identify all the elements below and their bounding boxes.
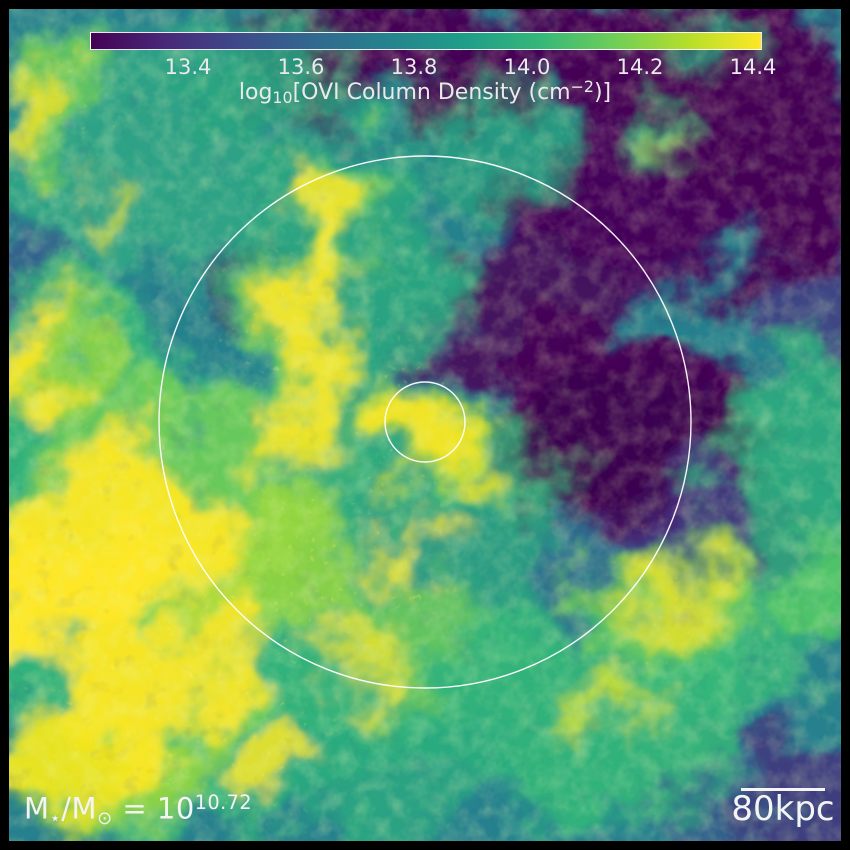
density-map-rendering	[9, 9, 841, 841]
density-map: 13.4 13.6 13.8 14.0 14.2 14.4 log10[OVI …	[9, 9, 841, 841]
inner-radius-circle	[384, 381, 466, 463]
outer-radius-circle	[158, 155, 692, 689]
